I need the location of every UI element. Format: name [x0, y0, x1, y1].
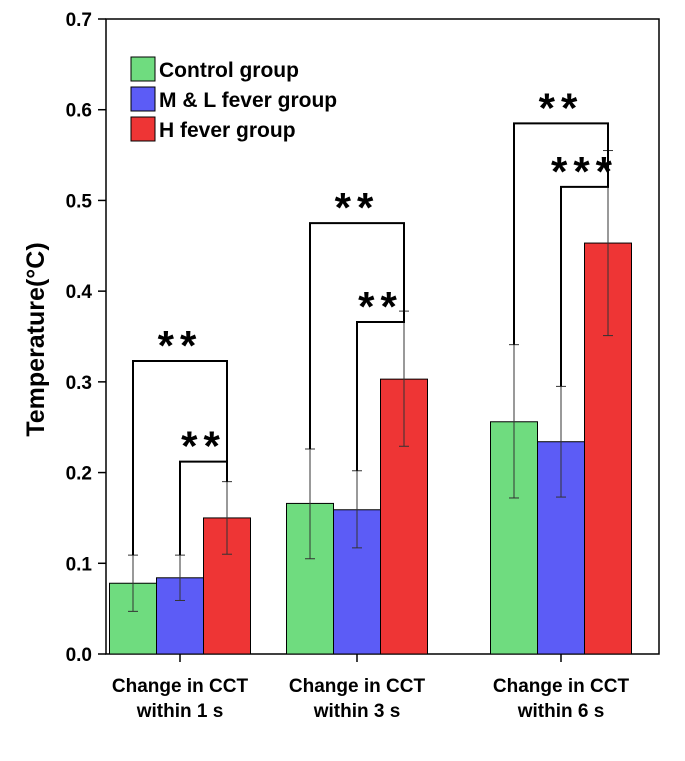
axes: 0.0 0.1 0.2 0.3 0.4 0.5 0.6 0.7 Temperature(°C) C… — [22, 10, 660, 722]
significance-label: ** — [358, 283, 403, 330]
significance-bracket — [309, 222, 405, 449]
significance-label: ** — [158, 322, 203, 369]
significance-label: ** — [335, 184, 380, 231]
y-tick-label: 0.2 — [66, 464, 92, 485]
legend: Control group M & L fever group H fever gr… — [130, 56, 337, 142]
legend-swatch — [130, 56, 156, 82]
y-tick-label: 0.7 — [66, 10, 92, 31]
y-tick-label: 0.0 — [66, 645, 92, 666]
x-tick-label: within 6 s — [517, 701, 605, 722]
x-tick-label: Change in CCT — [493, 676, 630, 697]
significance-bracket — [356, 311, 405, 471]
significance-label: ** — [539, 84, 584, 131]
significance-label: ** — [181, 423, 226, 470]
x-tick-label: Change in CCT — [112, 676, 249, 697]
x-tick-label: Change in CCT — [289, 676, 426, 697]
significance-label: *** — [551, 148, 618, 195]
significance-bracket — [560, 150, 609, 387]
significance-bracket — [179, 460, 228, 556]
legend-swatch — [130, 116, 156, 142]
legend-label: Control group — [159, 59, 299, 82]
y-tick-label: 0.3 — [66, 373, 92, 394]
significance-bracket — [513, 122, 609, 345]
legend-label: H fever group — [159, 119, 296, 142]
legend-label: M & L fever group — [159, 89, 337, 112]
y-tick-label: 0.4 — [66, 282, 93, 303]
y-axis-label: Temperature(°C) — [22, 242, 50, 436]
y-tick-label: 0.6 — [66, 101, 92, 122]
x-tick-label: within 3 s — [313, 701, 401, 722]
y-tick-label: 0.1 — [66, 554, 93, 575]
legend-swatch — [130, 86, 156, 112]
x-tick-label: within 1 s — [136, 701, 224, 722]
significance-annotations: ************* — [132, 84, 618, 556]
y-tick-label: 0.5 — [66, 191, 93, 212]
significance-bracket — [132, 359, 228, 556]
